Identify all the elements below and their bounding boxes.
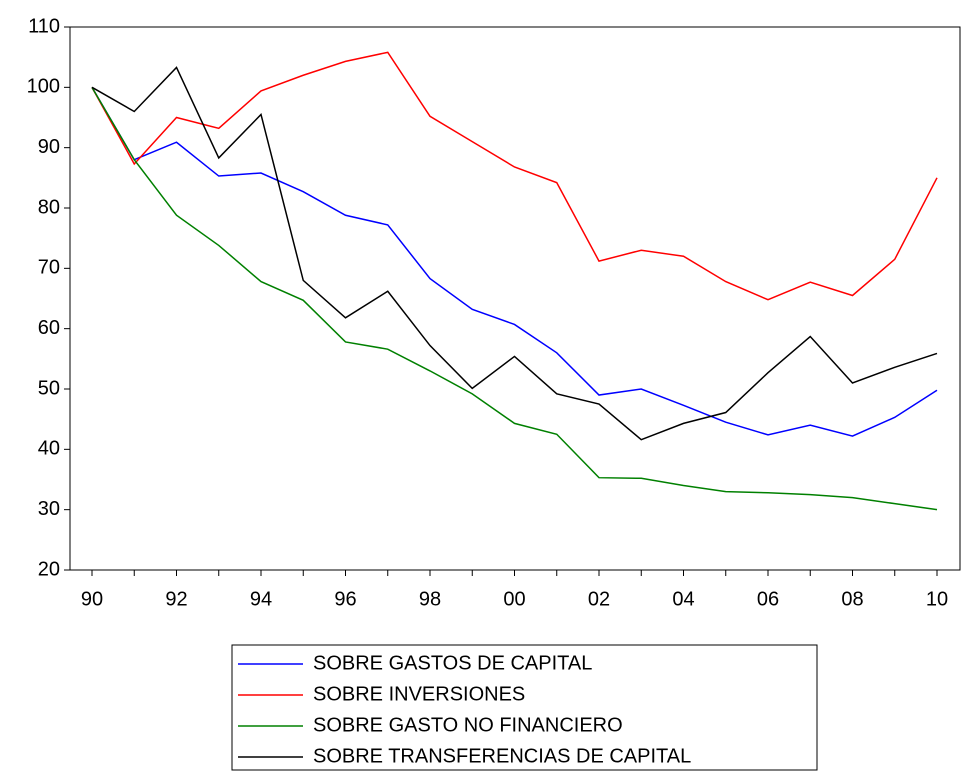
- y-tick-label: 110: [28, 15, 60, 37]
- y-tick-label: 80: [38, 196, 60, 218]
- x-tick-label: 94: [250, 588, 272, 610]
- x-tick-label: 96: [334, 588, 356, 610]
- series-line: [91, 86, 938, 511]
- legend-label: SOBRE TRANSFERENCIAS DE CAPITAL: [313, 745, 691, 767]
- y-tick-label: 50: [38, 377, 60, 399]
- x-tick-label: 00: [503, 588, 525, 610]
- series-line: [91, 86, 938, 437]
- y-tick-label: 30: [38, 498, 60, 520]
- y-tick-label: 20: [38, 558, 60, 580]
- y-tick-label: 70: [38, 257, 60, 279]
- x-tick-label: 08: [841, 588, 863, 610]
- legend-label: SOBRE INVERSIONES: [313, 683, 525, 705]
- y-tick-label: 90: [38, 136, 60, 158]
- x-tick-label: 04: [672, 588, 694, 610]
- series-line: [91, 66, 938, 441]
- x-tick-label: 92: [165, 588, 187, 610]
- x-tick-label: 98: [419, 588, 441, 610]
- legend-label: SOBRE GASTO NO FINANCIERO: [313, 714, 623, 736]
- legend-label: SOBRE GASTOS DE CAPITAL: [313, 652, 592, 674]
- y-tick-label: 40: [38, 438, 60, 460]
- x-tick-label: 10: [926, 588, 948, 610]
- series-line: [91, 51, 938, 301]
- plot-frame: [69, 26, 961, 571]
- y-tick-label: 100: [27, 76, 60, 98]
- x-tick-label: 06: [757, 588, 779, 610]
- x-tick-label: 90: [81, 588, 103, 610]
- y-tick-label: 60: [38, 317, 60, 339]
- legend-box: [231, 644, 818, 771]
- x-tick-label: 02: [588, 588, 610, 610]
